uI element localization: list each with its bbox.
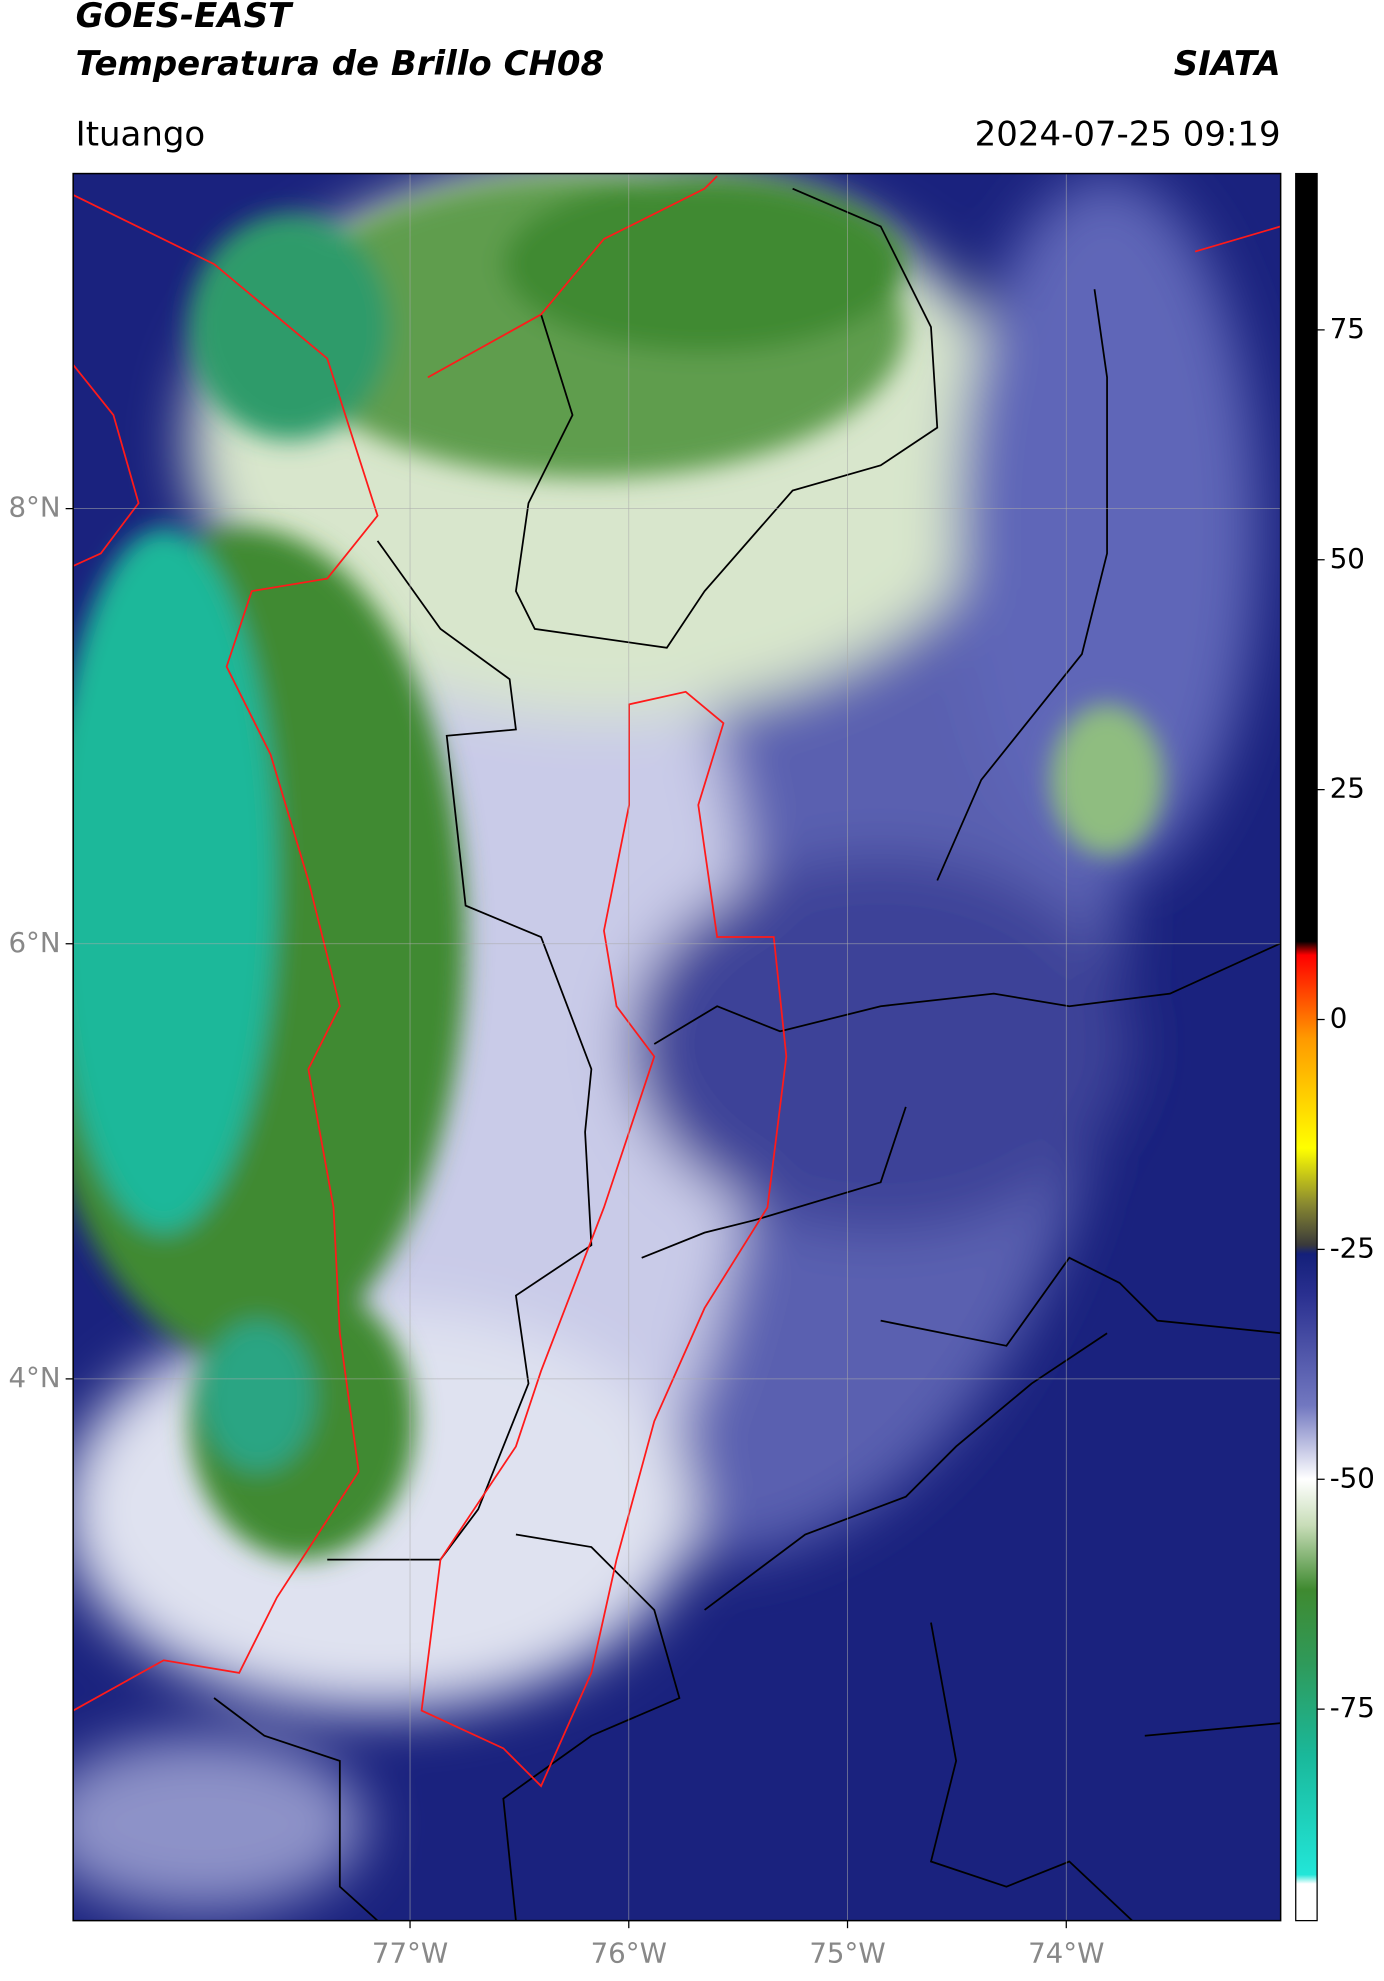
map-frame <box>72 172 1282 1922</box>
y-tick-label: 8°N <box>8 491 60 524</box>
location: Ituango <box>76 114 206 154</box>
x-tick-label: 75°W <box>809 1937 885 1970</box>
satellite-image <box>73 173 1281 1921</box>
y-tick-label: 6°N <box>8 926 60 959</box>
subtitle: Temperatura de Brillo CH08 <box>76 44 604 84</box>
brand: SIATA <box>1174 44 1281 84</box>
axes: 77°W 76°W 75°W 74°W 8°N 6°N 4°N <box>8 491 1104 1970</box>
colorbar-tick-label: 0 <box>1330 1002 1348 1035</box>
x-tick-label: 74°W <box>1028 1937 1104 1970</box>
title: GOES-EAST <box>76 0 294 36</box>
timestamp: 2024-07-25 09:19 <box>975 114 1281 154</box>
x-tick-label: 76°W <box>591 1937 667 1970</box>
colorbar-tick-label: -25 <box>1330 1231 1375 1264</box>
colorbar-tick-label: -75 <box>1330 1691 1375 1724</box>
borders <box>213 187 1281 1921</box>
colorbar <box>1295 172 1318 1922</box>
red-outlines <box>73 175 1281 1788</box>
colorbar-tick-label: -50 <box>1330 1461 1375 1494</box>
colorbar-tick-label: 25 <box>1330 772 1365 805</box>
x-tick-label: 77°W <box>372 1937 448 1970</box>
colorbar-axis: 75 50 25 0 -25 -50 -75 <box>1317 312 1375 1724</box>
colorbar-tick-label: 75 <box>1330 312 1365 345</box>
colorbar-tick-label: 50 <box>1330 542 1365 575</box>
graticule <box>73 173 1281 1921</box>
y-tick-label: 4°N <box>8 1361 60 1394</box>
